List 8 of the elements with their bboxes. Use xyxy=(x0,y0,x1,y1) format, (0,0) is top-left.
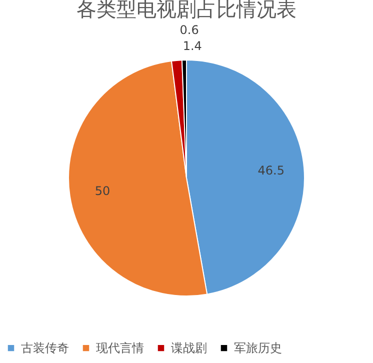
legend-label: 现代言情 xyxy=(96,341,144,356)
data-label: 50 xyxy=(94,184,110,198)
legend-label: 古装传奇 xyxy=(21,341,69,356)
legend-label: 军旅历史 xyxy=(234,341,282,356)
data-label: 1.4 xyxy=(182,39,202,54)
legend-label: 谍战剧 xyxy=(171,341,207,356)
data-label: 0.6 xyxy=(180,23,199,38)
data-label: 46.5 xyxy=(258,164,284,178)
